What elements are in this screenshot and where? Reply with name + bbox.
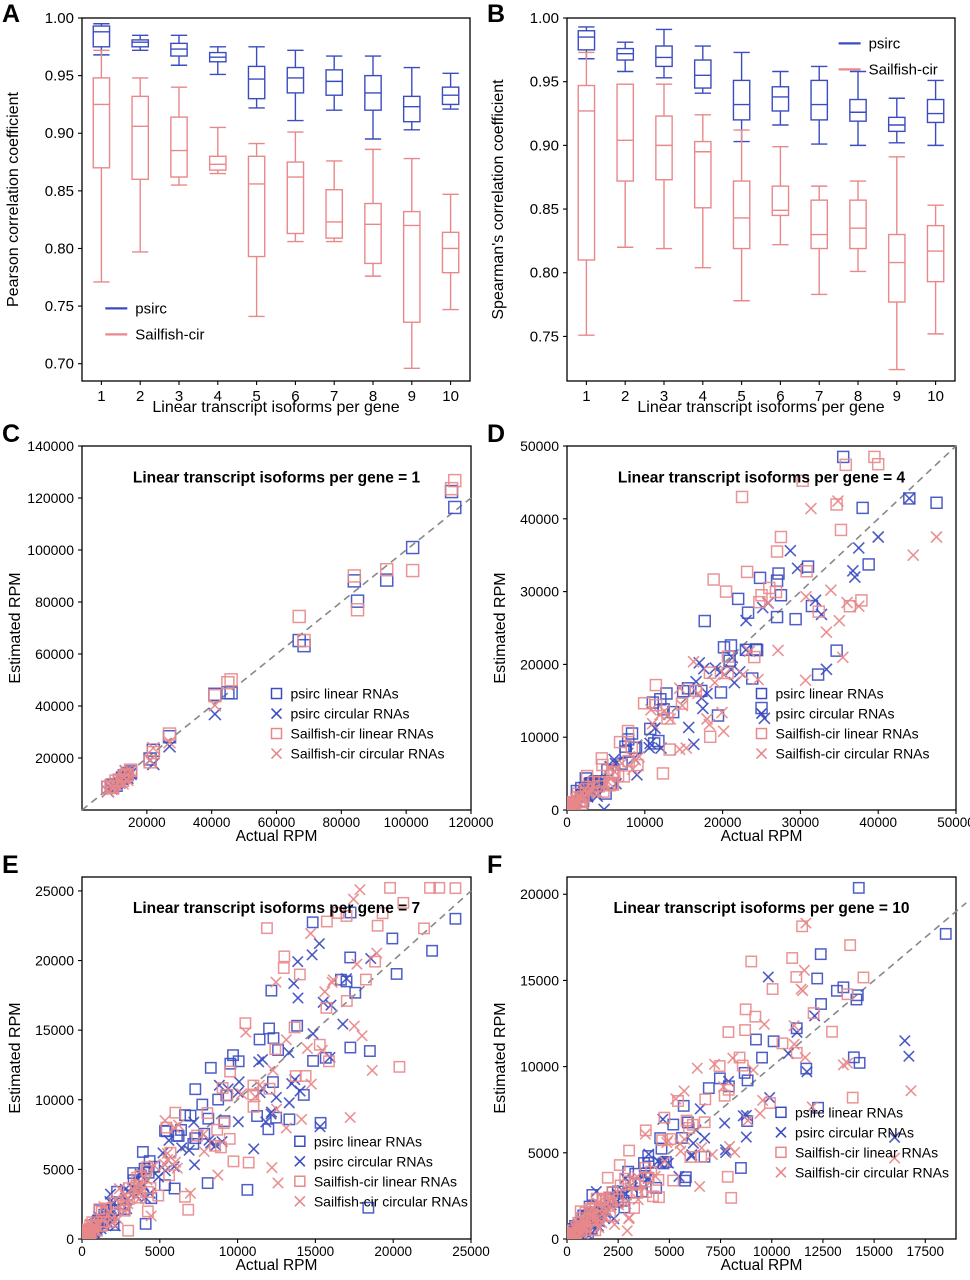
svg-text:0: 0	[551, 1231, 559, 1247]
svg-text:psirc circular RNAs: psirc circular RNAs	[314, 1153, 433, 1169]
svg-text:10000: 10000	[35, 1092, 74, 1108]
svg-text:20000: 20000	[520, 656, 559, 672]
svg-text:psirc circular RNAs: psirc circular RNAs	[291, 706, 410, 722]
svg-text:0.70: 0.70	[45, 356, 74, 373]
svg-text:2500: 2500	[603, 1244, 633, 1259]
svg-text:Actual RPM: Actual RPM	[236, 1257, 318, 1274]
svg-text:120000: 120000	[27, 490, 74, 506]
svg-text:20000: 20000	[35, 953, 74, 969]
svg-text:Sailfish-cir: Sailfish-cir	[135, 326, 204, 343]
svg-text:10000: 10000	[520, 1059, 559, 1075]
svg-text:Sailfish-cir linear RNAs: Sailfish-cir linear RNAs	[795, 1144, 938, 1160]
svg-text:psirc circular RNAs: psirc circular RNAs	[776, 706, 895, 722]
svg-text:5000: 5000	[145, 1244, 175, 1259]
svg-text:5000: 5000	[43, 1161, 74, 1177]
svg-text:Estimated RPM: Estimated RPM	[492, 572, 509, 683]
svg-text:0: 0	[551, 802, 559, 818]
svg-text:Sailfish-cir: Sailfish-cir	[869, 61, 938, 78]
svg-text:Actual RPM: Actual RPM	[721, 1257, 803, 1274]
svg-text:Estimated RPM: Estimated RPM	[7, 572, 24, 683]
svg-text:12500: 12500	[804, 1244, 842, 1259]
svg-text:0.80: 0.80	[45, 240, 74, 257]
svg-text:40000: 40000	[520, 511, 559, 527]
svg-text:Estimated RPM: Estimated RPM	[492, 1002, 509, 1113]
svg-text:Actual RPM: Actual RPM	[236, 828, 318, 845]
svg-text:Linear transcript isoforms per: Linear transcript isoforms per gene = 4	[618, 469, 906, 486]
svg-text:40000: 40000	[35, 698, 74, 714]
svg-text:psirc linear RNAs: psirc linear RNAs	[314, 1133, 422, 1149]
svg-text:0.95: 0.95	[45, 68, 74, 85]
svg-text:50000: 50000	[520, 438, 559, 454]
svg-text:15000: 15000	[855, 1244, 893, 1259]
svg-text:Linear transcript isoforms per: Linear transcript isoforms per gene = 1	[133, 469, 421, 486]
svg-text:15000: 15000	[35, 1022, 74, 1038]
svg-text:Sailfish-cir circular RNAs: Sailfish-cir circular RNAs	[291, 746, 445, 762]
svg-text:0.95: 0.95	[530, 74, 559, 91]
svg-text:17500: 17500	[907, 1244, 945, 1259]
svg-text:2: 2	[621, 388, 629, 405]
svg-text:1.00: 1.00	[530, 10, 559, 27]
svg-text:psirc linear RNAs: psirc linear RNAs	[776, 686, 884, 702]
svg-text:0.80: 0.80	[530, 265, 559, 282]
svg-text:Linear transcript isoforms per: Linear transcript isoforms per gene	[637, 399, 884, 416]
svg-text:Sailfish-cir linear RNAs: Sailfish-cir linear RNAs	[776, 726, 919, 742]
svg-text:5000: 5000	[654, 1244, 684, 1259]
svg-text:psirc linear RNAs: psirc linear RNAs	[291, 686, 399, 702]
svg-text:80000: 80000	[323, 815, 361, 830]
svg-text:psirc linear RNAs: psirc linear RNAs	[795, 1104, 903, 1120]
svg-text:40000: 40000	[193, 815, 231, 830]
svg-text:10: 10	[927, 388, 944, 405]
svg-text:20000: 20000	[35, 750, 74, 766]
svg-text:10: 10	[442, 388, 459, 405]
svg-text:1: 1	[97, 388, 105, 405]
svg-text:60000: 60000	[35, 646, 74, 662]
svg-text:20000: 20000	[128, 815, 166, 830]
svg-text:Sailfish-cir circular RNAs: Sailfish-cir circular RNAs	[795, 1164, 949, 1180]
svg-text:100000: 100000	[384, 815, 429, 830]
svg-text:0: 0	[563, 815, 571, 830]
svg-text:Sailfish-cir linear RNAs: Sailfish-cir linear RNAs	[314, 1173, 457, 1189]
svg-text:1.00: 1.00	[45, 10, 74, 27]
svg-text:10000: 10000	[520, 729, 559, 745]
svg-text:0.75: 0.75	[45, 298, 74, 315]
svg-text:Sailfish-cir circular RNAs: Sailfish-cir circular RNAs	[314, 1193, 468, 1209]
svg-text:0: 0	[78, 1244, 86, 1259]
svg-text:10000: 10000	[626, 815, 664, 830]
svg-text:Actual RPM: Actual RPM	[721, 828, 803, 845]
svg-text:5000: 5000	[528, 1145, 559, 1161]
svg-text:Spearman's correlation coeffic: Spearman's correlation coefficient	[490, 79, 507, 320]
svg-text:Estimated RPM: Estimated RPM	[7, 1002, 24, 1113]
svg-text:psirc: psirc	[869, 35, 901, 52]
svg-text:0.85: 0.85	[530, 201, 559, 218]
svg-text:9: 9	[408, 388, 416, 405]
svg-text:25000: 25000	[35, 883, 74, 899]
svg-text:0: 0	[66, 1231, 74, 1247]
svg-text:30000: 30000	[520, 584, 559, 600]
svg-text:Pearson correlation coefficien: Pearson correlation coefficient	[5, 91, 22, 306]
svg-text:20000: 20000	[520, 886, 559, 902]
svg-text:Linear transcript isoforms per: Linear transcript isoforms per gene	[152, 399, 399, 416]
svg-text:9: 9	[893, 388, 901, 405]
svg-text:40000: 40000	[859, 815, 897, 830]
svg-text:Sailfish-cir linear RNAs: Sailfish-cir linear RNAs	[291, 726, 434, 742]
svg-text:2: 2	[136, 388, 144, 405]
svg-text:20000: 20000	[374, 1244, 412, 1259]
svg-text:15000: 15000	[520, 972, 559, 988]
svg-text:0: 0	[563, 1244, 571, 1259]
svg-text:80000: 80000	[35, 594, 74, 610]
svg-text:Linear transcript isoforms per: Linear transcript isoforms per gene = 7	[133, 900, 420, 917]
svg-text:psirc circular RNAs: psirc circular RNAs	[795, 1124, 914, 1140]
svg-text:1: 1	[582, 388, 590, 405]
svg-text:0.75: 0.75	[530, 328, 559, 345]
svg-text:Sailfish-cir circular RNAs: Sailfish-cir circular RNAs	[776, 746, 930, 762]
svg-text:0.90: 0.90	[530, 137, 559, 154]
svg-text:140000: 140000	[27, 438, 74, 454]
svg-text:0.90: 0.90	[45, 125, 74, 142]
svg-text:100000: 100000	[27, 542, 74, 558]
svg-text:psirc: psirc	[135, 300, 167, 317]
svg-text:50000: 50000	[937, 815, 970, 830]
svg-text:0.85: 0.85	[45, 183, 74, 200]
svg-text:Linear transcript isoforms per: Linear transcript isoforms per gene = 10	[614, 900, 910, 917]
